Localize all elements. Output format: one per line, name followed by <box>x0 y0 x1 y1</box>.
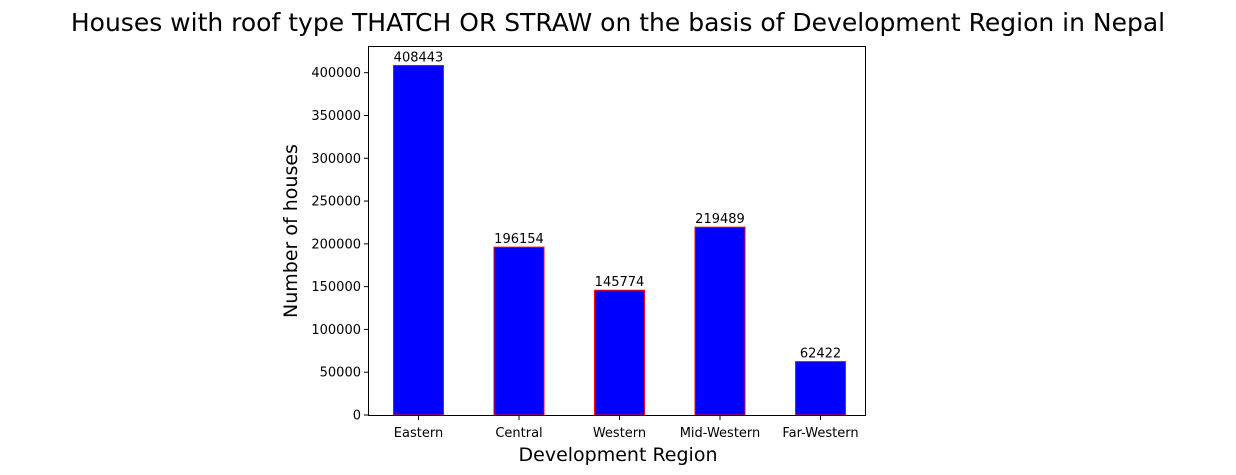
y-axis: 0 50000 100000 150000 200000 250000 300000 3500… <box>311 66 369 424</box>
data-labels: 408443 196154 145774 219489 62422 <box>394 50 842 361</box>
y-tick-label: 150000 <box>311 280 361 295</box>
x-axis-label: Development Region <box>519 444 718 466</box>
bar-eastern <box>393 64 444 416</box>
x-tick-label: Central <box>495 426 542 441</box>
y-tick-label: 200000 <box>311 237 361 252</box>
x-axis: Eastern Central Western Mid-Western Far-West… <box>394 415 859 441</box>
x-tick-label: Eastern <box>394 426 443 441</box>
x-tick-label: Mid-Western <box>680 426 761 441</box>
chart-title: Houses with roof type THATCH OR STRAW on… <box>71 8 1165 37</box>
y-tick-label: 400000 <box>311 66 361 81</box>
bar-western <box>594 289 645 416</box>
bar-far-western <box>795 361 846 416</box>
data-label: 408443 <box>394 50 444 65</box>
y-tick-label: 250000 <box>311 195 361 210</box>
y-tick-label: 0 <box>353 409 361 424</box>
data-label: 62422 <box>800 347 841 362</box>
data-label: 196154 <box>494 232 544 247</box>
x-tick-label: Western <box>593 426 646 441</box>
y-tick-label: 300000 <box>311 152 361 167</box>
y-tick-label: 50000 <box>320 366 361 381</box>
bar-central <box>493 246 545 416</box>
x-tick-label: Far-Western <box>782 426 858 441</box>
data-label: 219489 <box>695 212 745 227</box>
bars <box>393 64 846 416</box>
data-label: 145774 <box>595 275 645 290</box>
y-tick-label: 100000 <box>311 323 361 338</box>
bar-mid-western <box>694 226 746 416</box>
y-tick-label: 350000 <box>311 109 361 124</box>
plot-area-frame <box>368 46 866 416</box>
y-axis-label: Number of houses <box>280 144 302 318</box>
